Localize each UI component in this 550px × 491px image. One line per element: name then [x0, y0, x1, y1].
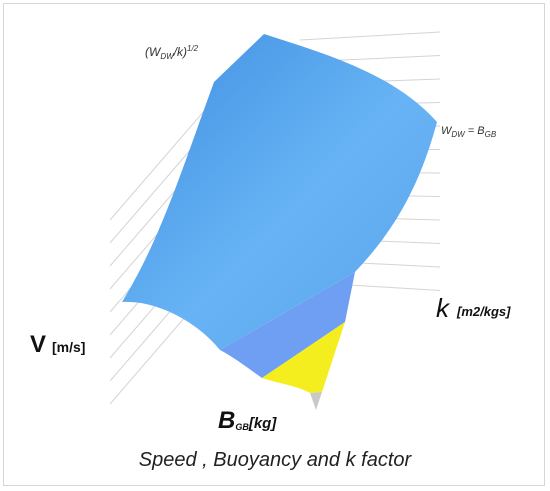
- corner-region: [262, 322, 345, 393]
- main-surface: [122, 34, 437, 350]
- chart-frame: [3, 3, 545, 486]
- grid-line-left: [109, 109, 206, 221]
- axis-label-v: V [m/s]: [30, 331, 85, 358]
- axis-label-b: BGB[kg]: [218, 407, 277, 434]
- annotation-equality: WDW = BGB: [441, 125, 497, 139]
- chart-title: Speed , Buoyancy and k factor: [139, 449, 413, 471]
- tip-region: [310, 392, 322, 410]
- grid-line-right: [299, 31, 441, 41]
- axis-label-k: k [m2/kgs]: [436, 293, 511, 323]
- annotation-sqrt-ratio: (WDW/k)1/2: [145, 44, 199, 61]
- lower-band-region: [220, 272, 355, 378]
